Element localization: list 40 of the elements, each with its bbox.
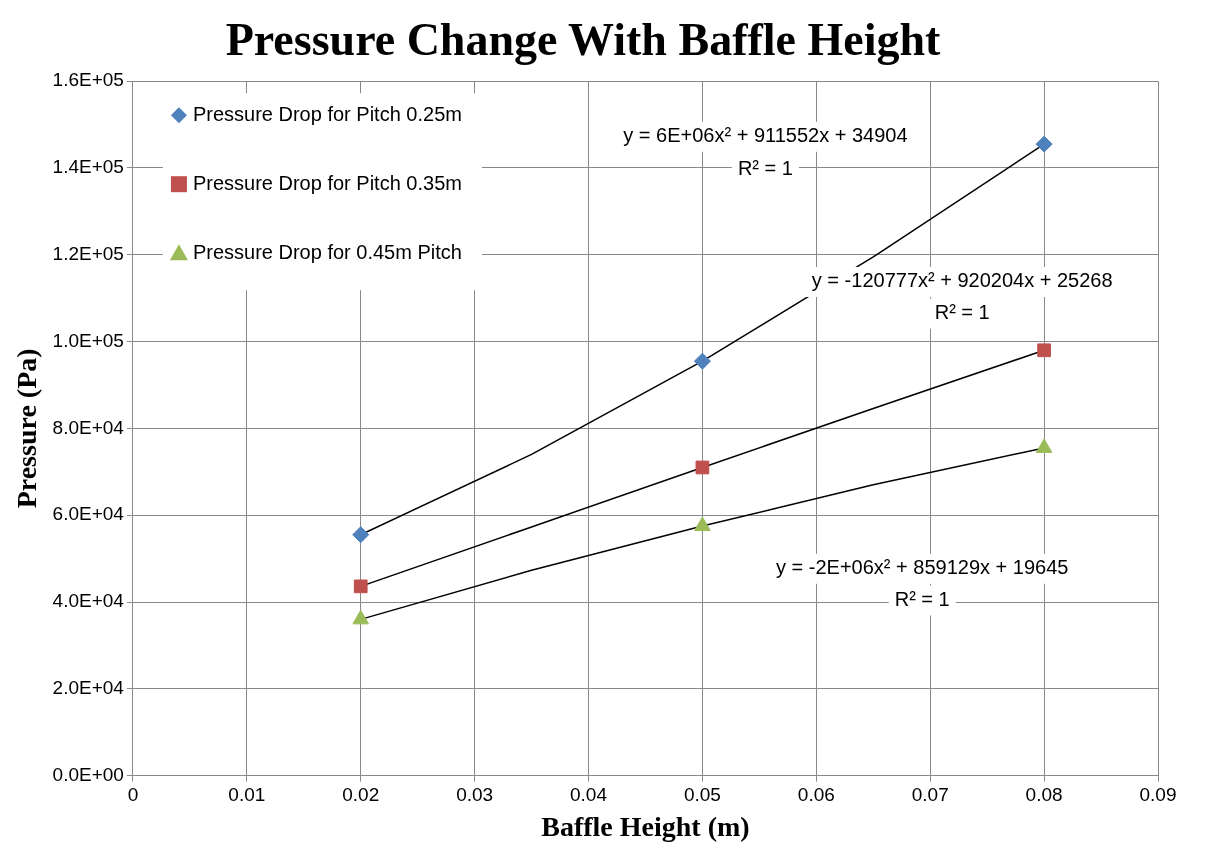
- y-tick-label: 8.0E+04: [52, 416, 125, 438]
- annotation: R² = 1: [894, 588, 950, 611]
- y-tick-label: 1.0E+05: [52, 329, 124, 351]
- y-tick-label: 1.4E+05: [52, 156, 124, 178]
- annotation: y = 6E+06x² + 911552x + 34904: [623, 124, 908, 147]
- point: [1037, 343, 1051, 358]
- legend-label: Pressure Drop for Pitch 0.35m: [192, 171, 462, 194]
- x-tick-label: 0.03: [456, 784, 494, 806]
- point: [352, 609, 370, 625]
- annotation: y = -120777x² + 920204x + 25268: [811, 269, 1113, 292]
- x-tick-label: 0.08: [1025, 784, 1063, 806]
- x-tick-label: 0: [127, 784, 139, 806]
- legend-label: Pressure Drop for 0.45m Pitch: [192, 240, 462, 263]
- y-tick-label: 2.0E+04: [52, 677, 125, 699]
- x-axis-title: Baffle Height (m): [541, 811, 750, 843]
- point: [353, 579, 368, 594]
- chart-title: Pressure Change With Baffle Height: [225, 14, 942, 66]
- legend-label: Pressure Drop for Pitch 0.25m: [192, 102, 462, 125]
- x-tick-label: 0.02: [342, 784, 380, 806]
- y-axis-title: Pressure (Pa): [11, 348, 43, 509]
- point: [694, 516, 711, 532]
- annotation: R² = 1: [737, 156, 793, 179]
- x-tick-label: 0.07: [911, 784, 949, 806]
- y-tick-label: 1.2E+05: [52, 243, 124, 265]
- x-tick-label: 0.01: [228, 784, 266, 806]
- x-tick-label: 0.06: [797, 784, 835, 806]
- y-tick-label: 1.6E+05: [52, 69, 124, 91]
- y-tick-label: 6.0E+04: [52, 503, 125, 525]
- y-tick-label: 0.0E+00: [52, 763, 124, 785]
- x-tick-label: 0.09: [1139, 784, 1177, 806]
- annotation: y = -2E+06x² + 859129x + 19645: [776, 556, 1069, 579]
- point: [693, 352, 711, 370]
- point: [695, 460, 710, 475]
- x-tick-label: 0.04: [570, 784, 608, 806]
- x-tick-label: 0.05: [683, 784, 721, 806]
- point: [352, 526, 370, 544]
- y-tick-label: 4.0E+04: [52, 590, 125, 612]
- annotation: R² = 1: [934, 301, 990, 324]
- point: [1035, 135, 1053, 153]
- point: [1035, 438, 1053, 453]
